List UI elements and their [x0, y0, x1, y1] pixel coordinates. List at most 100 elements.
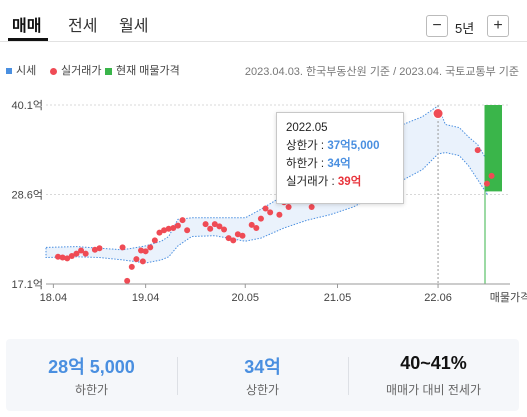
tooltip-lower-value: 34억 [327, 158, 351, 170]
actual-trade-point [151, 237, 158, 244]
summary-lower-price: 28억 5,000 하한가 [6, 339, 177, 411]
market-band-area [45, 105, 488, 264]
market-price-band [45, 105, 488, 264]
summary-lower-price-value: 28억 5,000 [48, 357, 135, 377]
actual-trade-point [267, 209, 274, 216]
actual-trade-point [253, 224, 260, 231]
active-tab-indicator [8, 38, 48, 41]
summary-lower-price-label: 하한가 [74, 383, 109, 397]
summary-jeonse-ratio: 40~41% 매매가 대비 전세가 [348, 339, 519, 411]
actual-trade-point [73, 250, 80, 257]
actual-trade-point [488, 172, 495, 179]
tooltip-lower-label: 하한가 : [286, 158, 328, 170]
actual-trade-point [202, 221, 209, 228]
tooltip-actual-row: 실거래가 : 39억 [286, 173, 394, 191]
tooltip-actual-value: 39억 [337, 176, 362, 188]
actual-trade-point [221, 226, 228, 233]
actual-price-dot-icon [50, 67, 57, 75]
tab-bar: 매매 전세 월세 [0, 0, 527, 44]
actual-trade-point [474, 147, 481, 154]
legend-current-listing-label: 현재 매물가격 [116, 65, 180, 77]
tab-divider [0, 41, 527, 42]
price-summary: 28억 5,000 하한가 34억 상한가 40~41% 매매가 대비 전세가 [6, 339, 519, 411]
actual-trade-point [285, 203, 292, 210]
current-listing-swatch-icon [105, 67, 112, 75]
actual-trade-point [207, 225, 214, 232]
x-tick-label: 20.05 [231, 292, 259, 304]
actual-trade-point [211, 221, 218, 228]
summary-divider [177, 357, 178, 395]
actual-trade-point [179, 217, 186, 224]
market-price-swatch-icon [6, 68, 12, 75]
actual-trade-point [128, 263, 135, 270]
tooltip-upper-row: 상한가 : 37억5,000 [286, 137, 394, 155]
legend-market-price: 시세 [6, 62, 36, 78]
actual-trade-point [156, 229, 163, 236]
actual-trade-point [174, 222, 181, 229]
y-tick-label: 17.1억 [11, 278, 43, 291]
tab-jeonse[interactable]: 전세 [68, 18, 98, 35]
actual-trade-point [170, 224, 177, 231]
summary-upper-price-label: 상한가 [245, 383, 280, 397]
actual-trade-point [257, 215, 264, 222]
x-tick-label: 22.06 [424, 292, 452, 304]
current-listing-bar [484, 105, 502, 284]
actual-trade-point [64, 255, 71, 262]
actual-trade-point [124, 277, 131, 284]
actual-trade-point [165, 225, 172, 232]
summary-jeonse-ratio-value: 40~41% [400, 353, 467, 373]
actual-trade-point [68, 252, 75, 259]
actual-trade-point [161, 227, 168, 234]
actual-trade-point [139, 258, 146, 265]
chart-tooltip: 2022.05 상한가 : 37억5,000 하한가 : 34억 실거래가 : … [276, 112, 404, 204]
actual-trade-point [96, 245, 103, 252]
actual-trade-point [239, 232, 246, 239]
actual-trade-point [59, 254, 66, 261]
actual-trade-point [142, 248, 149, 255]
actual-trade-point [432, 108, 444, 120]
legend-current-listing: 현재 매물가격 [105, 62, 180, 78]
actual-trade-point [184, 227, 191, 234]
tab-sale[interactable]: 매매 [12, 18, 42, 35]
tooltip-lower-row: 하한가 : 34억 [286, 155, 394, 173]
actual-trade-point [262, 205, 269, 212]
actual-trade-point [225, 235, 232, 242]
listing-range-bar [485, 105, 502, 192]
actual-trade-point [54, 253, 61, 260]
tooltip-upper-value: 37억5,000 [327, 140, 380, 152]
summary-jeonse-ratio-label: 매매가 대비 전세가 [386, 383, 481, 397]
x-tick-label: 18.04 [40, 292, 68, 304]
legend-actual-price-label: 실거래가 [61, 65, 102, 77]
period-decrease-button[interactable]: − [426, 15, 448, 37]
tab-monthly-rent[interactable]: 월세 [119, 18, 149, 35]
legend-actual-price: 실거래가 [50, 62, 101, 78]
actual-trade-point [230, 237, 237, 244]
y-tick-label: 28.6억 [11, 189, 43, 202]
actual-trade-point [234, 231, 241, 238]
actual-trade-point [119, 244, 126, 251]
actual-trade-point [248, 221, 255, 228]
period-value: 5년 [455, 21, 475, 36]
actual-trade-point [276, 211, 283, 218]
actual-trade-point [91, 246, 98, 253]
tooltip-upper-label: 상한가 : [286, 140, 328, 152]
x-tick-label: 19.04 [132, 292, 160, 304]
tooltip-date: 2022.05 [286, 122, 328, 134]
legend-market-price-label: 시세 [16, 65, 37, 77]
tooltip-actual-label: 실거래가 : [286, 176, 338, 188]
y-tick-label: 40.1억 [11, 99, 43, 112]
x-tick-label: 21.05 [324, 292, 352, 304]
summary-upper-price-value: 34억 [244, 357, 281, 377]
summary-divider [348, 357, 349, 395]
actual-trade-point [138, 247, 145, 254]
actual-trade-point [82, 250, 89, 257]
period-increase-button[interactable]: + [487, 15, 509, 37]
actual-trade-point [216, 223, 223, 230]
actual-trade-point [483, 180, 490, 187]
actual-trade-point [308, 203, 315, 210]
data-source-note: 2023.04.03. 한국부동산원 기준 / 2023.04. 국토교통부 기… [244, 66, 519, 78]
actual-trade-point [78, 247, 85, 254]
summary-upper-price: 34억 상한가 [177, 339, 348, 411]
